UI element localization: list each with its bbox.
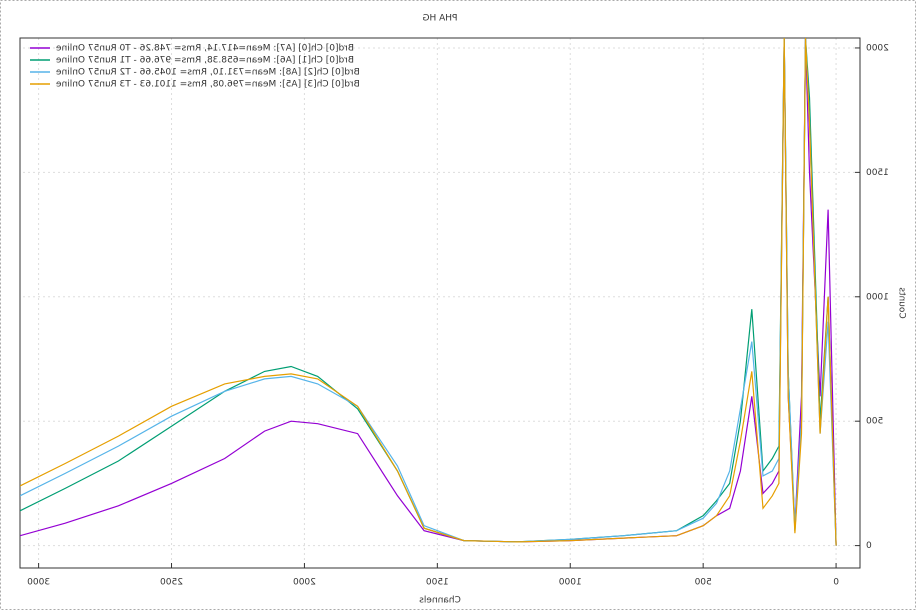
mirrored-plot: PHA HG Channels Counts 0 500 1000 1500 2000 0… xyxy=(19,14,907,606)
y-tick-label: 1000 xyxy=(866,292,889,302)
y-tick-label: 500 xyxy=(866,417,883,427)
x-tick-label: 1500 xyxy=(426,578,449,588)
x-tick-label: 2000 xyxy=(293,578,316,588)
y-axis-label: Counts xyxy=(897,287,907,319)
series-line xyxy=(20,38,837,546)
legend-label: Brd[0] Ch[2] [A8]: Mean=731.10, Rms= 104… xyxy=(56,68,360,78)
y-tick-label: 0 xyxy=(866,541,872,551)
legend-label: Brd[0] Ch[0] [A7]: Mean=417.14, Rms= 748… xyxy=(56,44,354,54)
legend-label: Brd[0] Ch[3] [A5]: Mean=796.08, Rms= 110… xyxy=(56,80,360,90)
series-line xyxy=(20,38,837,546)
plot-frame xyxy=(19,37,861,569)
legend-label: Brd[0] Ch[1] [A6]: Mean=658.38, Rms= 976… xyxy=(56,56,354,66)
x-tick-label: 500 xyxy=(694,578,711,588)
chart-title: PHA HG xyxy=(423,14,458,24)
y-tick-label: 2000 xyxy=(866,43,889,53)
y-tick-label: 1500 xyxy=(866,168,889,178)
x-axis-label: Channels xyxy=(419,596,461,606)
x-tick-label: 2500 xyxy=(160,578,183,588)
x-tick-label: 1000 xyxy=(559,578,582,588)
x-tick-label: 3000 xyxy=(27,578,50,588)
x-tick-label: 0 xyxy=(833,578,839,588)
